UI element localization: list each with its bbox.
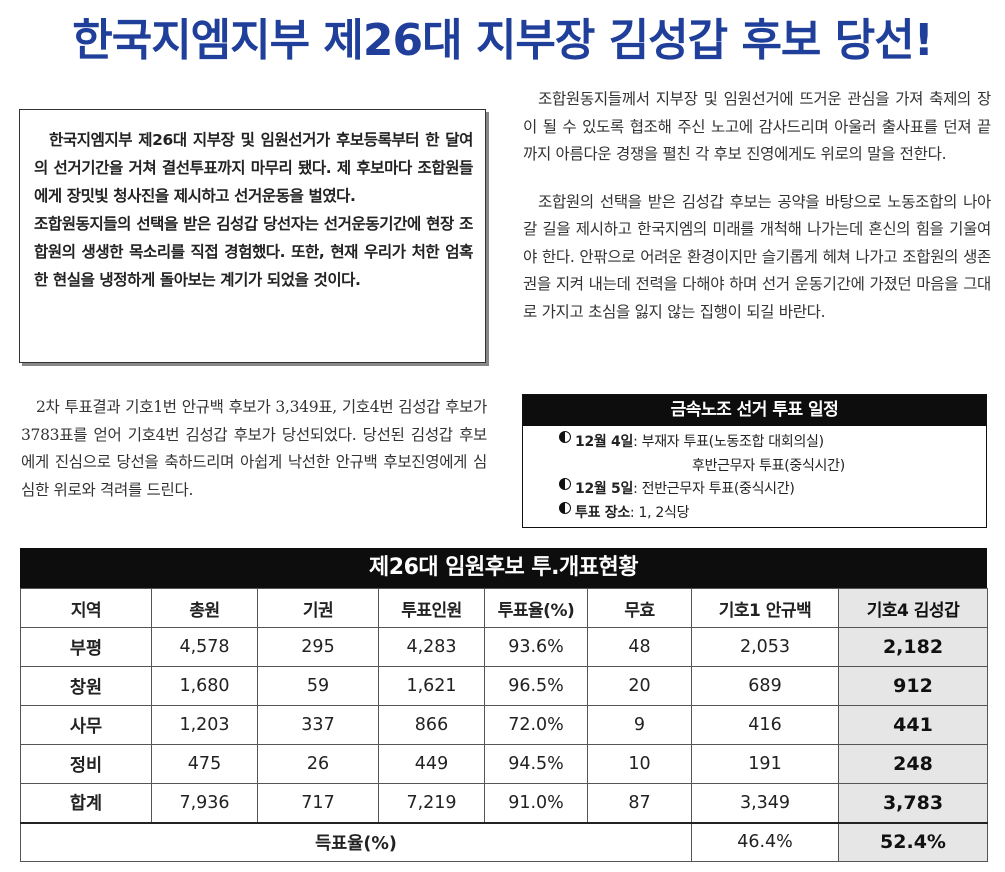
header-cell: 무효 xyxy=(587,588,692,628)
schedule-row: 12월 4일 : 부재자 투표(노동조합 대회의실) xyxy=(559,431,986,455)
summary-paragraph-2: 조합원동지들의 선택을 받은 김성갑 당선자는 선거운동기간에 현장 조합원의 … xyxy=(34,215,473,289)
vote-schedule-title: 금속노조 선거 투표 일정 xyxy=(523,395,986,426)
header-cell-winner: 기호4 김성갑 xyxy=(838,588,988,628)
table-header-row: 지역 총원 기권 투표인원 투표율(%) 무효 기호1 안규백 기호4 김성갑 xyxy=(20,588,988,628)
article-left: 2차 투표결과 기호1번 안규백 후보가 3,349표, 기호4번 김성갑 후보… xyxy=(21,394,487,504)
summary-box: 한국지엠지부 제26대 지부장 및 임원선거가 후보등록부터 한 달여의 선거기… xyxy=(19,109,486,363)
schedule-row: 후반근무자 투표(중식시간) xyxy=(559,455,986,479)
article-right-paragraph-1: 조합원동지들께서 지부장 및 임원선거에 뜨거운 관심을 가져 축제의 장이 될… xyxy=(523,90,991,163)
headline: 한국지엠지부 제26대 지부장 김성갑 후보 당선! xyxy=(72,15,934,66)
table-cell: 295 xyxy=(257,627,379,667)
table-cell: 337 xyxy=(257,705,379,745)
table-cell: 689 xyxy=(691,666,839,706)
schedule-row: 12월 5일 : 전반근무자 투표(중식시간) xyxy=(559,478,986,502)
schedule-detail: : 전반근무자 투표(중식시간) xyxy=(633,481,795,497)
region-cell: 합계 xyxy=(20,783,152,823)
vote-rate-candidate1: 46.4% xyxy=(691,821,839,862)
table-row: 창원 1,680 59 1,621 96.5% 20 689 912 xyxy=(20,666,988,706)
table-cell: 2,053 xyxy=(691,627,839,667)
table-cell: 7,936 xyxy=(151,783,258,823)
table-cell: 475 xyxy=(151,744,258,784)
table-cell: 416 xyxy=(691,705,839,745)
header-cell: 투표율(%) xyxy=(484,588,588,628)
article-right-paragraph-2: 조합원의 선택을 받은 김성갑 후보는 공약을 바탕으로 노동조합의 나아갈 길… xyxy=(523,192,991,321)
winner-cell: 441 xyxy=(838,705,988,745)
table-cell: 7,219 xyxy=(378,783,485,823)
vote-rate-candidate4: 52.4% xyxy=(838,821,988,862)
table-cell: 91.0% xyxy=(484,783,588,823)
table-cell: 449 xyxy=(378,744,485,784)
half-circle-bullet-icon xyxy=(559,431,571,443)
article-left-paragraph-1: 2차 투표결과 기호1번 안규백 후보가 3,349표, 기호4번 김성갑 후보… xyxy=(21,398,487,499)
winner-cell: 3,783 xyxy=(838,783,988,823)
header-cell: 기호1 안규백 xyxy=(691,588,839,628)
header-cell: 지역 xyxy=(20,588,152,628)
vote-schedule-list: 12월 4일 : 부재자 투표(노동조합 대회의실) 후반근무자 투표(중식시간… xyxy=(523,426,986,525)
table-cell: 191 xyxy=(691,744,839,784)
table-cell: 20 xyxy=(587,666,692,706)
summary-paragraph-1: 한국지엠지부 제26대 지부장 및 임원선거가 후보등록부터 한 달여의 선거기… xyxy=(34,131,473,205)
table-cell: 1,203 xyxy=(151,705,258,745)
table-cell: 1,680 xyxy=(151,666,258,706)
winner-cell: 2,182 xyxy=(838,627,988,667)
vote-rate-label: 득표율(%) xyxy=(20,821,692,862)
region-cell: 부평 xyxy=(20,627,152,667)
table-cell: 4,578 xyxy=(151,627,258,667)
table-cell: 9 xyxy=(587,705,692,745)
header-cell: 기권 xyxy=(257,588,379,628)
table-cell: 72.0% xyxy=(484,705,588,745)
region-cell: 사무 xyxy=(20,705,152,745)
winner-cell: 248 xyxy=(838,744,988,784)
schedule-detail: : 부재자 투표(노동조합 대회의실) xyxy=(633,434,824,450)
schedule-date-label: 12월 5일 xyxy=(575,481,634,497)
schedule-detail: 후반근무자 투표(중식시간) xyxy=(692,457,845,474)
table-cell: 87 xyxy=(587,783,692,823)
table-row: 사무 1,203 337 866 72.0% 9 416 441 xyxy=(20,705,988,745)
table-row-total: 합계 7,936 717 7,219 91.0% 87 3,349 3,783 xyxy=(20,783,988,823)
table-cell: 94.5% xyxy=(484,744,588,784)
article-right: 조합원동지들께서 지부장 및 임원선거에 뜨거운 관심을 가져 축제의 장이 될… xyxy=(523,86,991,346)
schedule-place-label: 투표 장소 xyxy=(575,504,630,521)
table-cell: 4,283 xyxy=(378,627,485,667)
table-cell: 96.5% xyxy=(484,666,588,706)
table-cell: 26 xyxy=(257,744,379,784)
vote-schedule-box: 금속노조 선거 투표 일정 12월 4일 : 부재자 투표(노동조합 대회의실)… xyxy=(522,394,987,528)
table-cell: 717 xyxy=(257,783,379,823)
table-cell: 48 xyxy=(587,627,692,667)
header-cell: 투표인원 xyxy=(378,588,485,628)
winner-cell: 912 xyxy=(838,666,988,706)
results-table-section: 제26대 임원후보 투.개표현황 지역 총원 기권 투표인원 투표율(%) 무효… xyxy=(20,548,988,862)
half-circle-bullet-icon xyxy=(559,501,571,514)
schedule-date-label: 12월 4일 xyxy=(575,434,634,450)
header-cell: 총원 xyxy=(151,588,258,628)
table-cell: 1,621 xyxy=(378,666,485,706)
results-table: 지역 총원 기권 투표인원 투표율(%) 무효 기호1 안규백 기호4 김성갑 … xyxy=(20,588,988,862)
schedule-row: 투표 장소 : 1, 2식당 xyxy=(559,501,986,526)
results-table-title: 제26대 임원후보 투.개표현황 xyxy=(20,548,987,588)
table-cell: 866 xyxy=(378,705,485,745)
table-row: 부평 4,578 295 4,283 93.6% 48 2,053 2,182 xyxy=(20,627,988,667)
region-cell: 정비 xyxy=(20,744,152,784)
table-cell: 3,349 xyxy=(691,783,839,823)
table-row: 정비 475 26 449 94.5% 10 191 248 xyxy=(20,744,988,784)
table-cell: 93.6% xyxy=(484,627,588,667)
vote-rate-row: 득표율(%) 46.4% 52.4% xyxy=(20,821,988,862)
table-cell: 59 xyxy=(257,666,379,706)
half-circle-bullet-icon xyxy=(559,478,571,490)
table-cell: 10 xyxy=(587,744,692,784)
schedule-detail: : 1, 2식당 xyxy=(629,504,690,521)
region-cell: 창원 xyxy=(20,666,152,706)
